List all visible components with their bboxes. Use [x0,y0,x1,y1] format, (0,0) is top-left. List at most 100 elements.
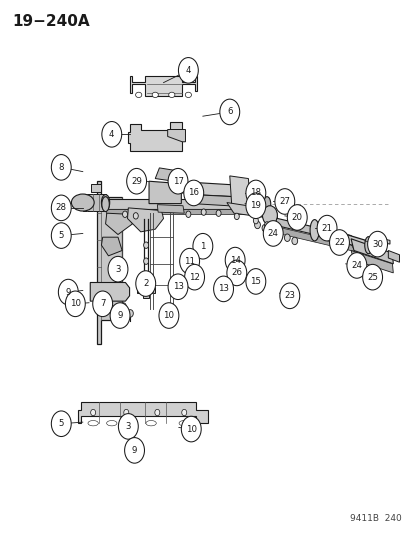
Text: 19: 19 [250,201,261,210]
Ellipse shape [178,421,189,426]
Text: 4: 4 [185,66,191,75]
Text: 9: 9 [66,288,71,296]
Circle shape [219,99,239,125]
Polygon shape [91,184,101,192]
Text: 9411B  240: 9411B 240 [349,514,401,523]
Circle shape [110,303,130,328]
Text: 1: 1 [199,242,205,251]
Text: 11: 11 [184,257,195,265]
Circle shape [154,409,159,416]
Circle shape [201,209,206,215]
Circle shape [168,274,188,300]
Polygon shape [375,237,389,244]
Circle shape [51,155,71,180]
Circle shape [93,291,112,317]
Circle shape [287,205,306,230]
Ellipse shape [135,92,141,98]
Text: 14: 14 [229,256,240,264]
Text: 9: 9 [132,446,137,455]
Text: 28: 28 [56,204,66,212]
Text: 3: 3 [125,422,131,431]
Polygon shape [229,176,250,209]
Text: 22: 22 [333,238,344,247]
Text: 18: 18 [250,189,261,197]
Circle shape [216,210,221,216]
Text: 21: 21 [321,224,332,232]
Ellipse shape [102,197,109,212]
Text: 8: 8 [58,163,64,172]
Circle shape [90,409,95,416]
Circle shape [264,222,269,228]
Polygon shape [191,195,246,207]
Polygon shape [97,181,122,344]
Circle shape [284,234,290,241]
Text: 24: 24 [267,229,278,238]
Circle shape [168,168,188,194]
Ellipse shape [71,194,94,211]
Circle shape [178,58,198,83]
Polygon shape [83,194,105,211]
Polygon shape [78,402,208,423]
Polygon shape [105,199,266,209]
Circle shape [279,283,299,309]
Ellipse shape [107,421,116,426]
Circle shape [245,269,265,294]
Circle shape [329,230,349,255]
Circle shape [122,211,127,217]
Ellipse shape [88,421,98,426]
Text: 29: 29 [131,177,142,185]
Circle shape [124,438,144,463]
Circle shape [143,273,148,279]
Polygon shape [157,205,184,213]
Circle shape [254,221,260,229]
Circle shape [367,231,387,257]
Circle shape [183,180,203,206]
Ellipse shape [263,197,270,212]
Text: 13: 13 [218,285,228,293]
Text: 13: 13 [172,282,183,291]
Circle shape [192,233,212,259]
Text: 2: 2 [142,279,148,288]
Ellipse shape [309,220,318,241]
Text: 10: 10 [185,425,196,433]
Circle shape [362,264,382,290]
Circle shape [276,231,282,238]
Circle shape [133,213,138,219]
Circle shape [226,260,246,286]
Text: 5: 5 [58,419,64,428]
Text: 19−240A: 19−240A [12,14,90,29]
Circle shape [159,303,178,328]
Polygon shape [136,287,155,298]
Polygon shape [273,217,354,244]
Text: 15: 15 [250,277,261,286]
Polygon shape [130,76,196,96]
Text: 27: 27 [279,197,290,206]
Text: 30: 30 [371,240,382,248]
Polygon shape [101,237,122,256]
Text: 10: 10 [163,311,174,320]
Polygon shape [149,181,185,204]
Text: 24: 24 [351,261,361,270]
Circle shape [123,409,128,416]
Text: 9: 9 [117,311,122,320]
Circle shape [274,189,294,214]
Polygon shape [387,251,399,262]
Text: 7: 7 [100,300,105,308]
Circle shape [120,303,126,310]
Circle shape [118,414,138,439]
Polygon shape [127,208,163,232]
Circle shape [316,215,336,241]
Text: 20: 20 [291,213,302,222]
Circle shape [128,421,135,430]
Circle shape [234,213,239,220]
Text: 17: 17 [172,177,183,185]
Circle shape [108,256,128,282]
Circle shape [65,291,85,317]
Circle shape [51,411,71,437]
Ellipse shape [145,421,156,426]
Circle shape [108,305,114,313]
Circle shape [245,180,265,206]
Circle shape [213,276,233,302]
Text: 4: 4 [109,130,114,139]
Circle shape [225,247,244,273]
